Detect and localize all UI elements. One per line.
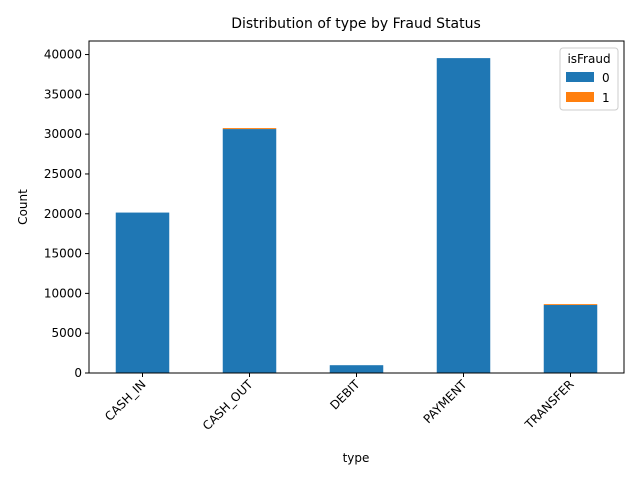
y-axis: 0 5000 10000 15000 20000 25000 30000 35000 40000 (44, 48, 89, 380)
bar-transfer-series-1 (543, 304, 598, 306)
legend-label-1: 1 (602, 91, 610, 105)
x-tick-label: TRANSFER (522, 377, 577, 432)
y-tick-label: 15000 (44, 247, 82, 261)
y-tick-label: 35000 (44, 87, 82, 101)
plot-frame (88, 40, 625, 374)
legend-swatch-1 (566, 92, 594, 102)
chart-title: Distribution of type by Fraud Status (231, 16, 481, 32)
y-axis-label: Count (16, 189, 30, 225)
y-tick-label: 30000 (44, 127, 82, 141)
legend: isFraud 0 1 (559, 47, 619, 111)
x-axis: CASH_IN CASH_OUT DEBIT PAYMENT TRANSFER (102, 373, 577, 433)
bars-group (115, 58, 598, 374)
bar-payment-series-0 (436, 58, 491, 374)
bar-debit-series-0 (329, 365, 384, 373)
legend-label-0: 0 (602, 71, 610, 85)
y-tick-label: 0 (74, 366, 82, 380)
x-tick-label: DEBIT (327, 377, 363, 413)
bar-cash-out-series-1 (222, 128, 277, 130)
bar-cash-in-series-0 (115, 212, 170, 373)
y-tick-label: 40000 (44, 48, 82, 62)
y-tick-label: 5000 (51, 326, 82, 340)
legend-swatch-0 (566, 72, 594, 82)
y-tick-label: 25000 (44, 167, 82, 181)
x-tick-label: CASH_IN (102, 377, 148, 423)
x-tick-label: PAYMENT (421, 377, 470, 426)
x-axis-label: type (343, 451, 370, 465)
y-tick-label: 10000 (44, 286, 82, 300)
y-tick-label: 20000 (44, 207, 82, 221)
x-tick-label: CASH_OUT (200, 377, 256, 433)
bar-cash-out-series-0 (222, 129, 277, 373)
legend-title: isFraud (567, 52, 610, 66)
bar-transfer-series-0 (543, 305, 598, 373)
